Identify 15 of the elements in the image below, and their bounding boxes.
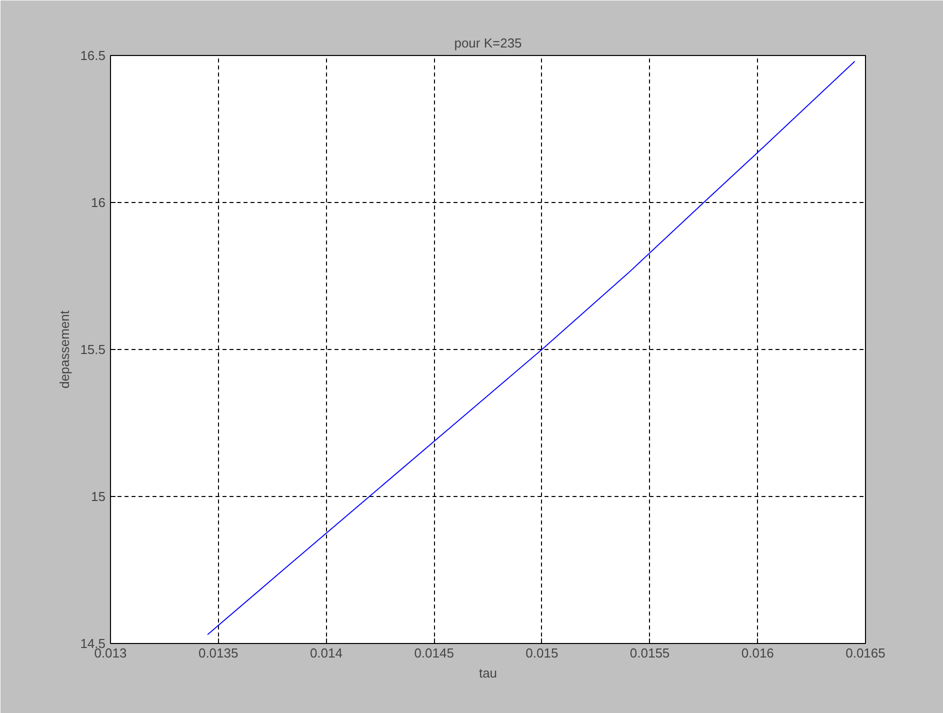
y-tick-label: 16.5 [80,48,106,63]
line-series [207,60,856,636]
x-tick-label: 0.0155 [630,646,670,660]
x-tick-label: 0.015 [526,646,558,660]
y-axis-title: depassement [57,310,72,389]
y-tick-label: 15 [91,489,106,504]
x-tick-label: 0.0145 [414,646,454,660]
x-tick-label: 0.016 [741,646,774,660]
x-tick-label: 0.0135 [198,646,238,660]
y-tick-label: 15.5 [80,342,106,357]
x-tick-label: 0.014 [310,646,342,660]
x-axis-title: tau [478,666,498,680]
y-tick-label: 16 [91,195,106,210]
chart-title: pour K=235 [454,36,522,50]
x-tick-label: 0.0165 [846,646,886,660]
